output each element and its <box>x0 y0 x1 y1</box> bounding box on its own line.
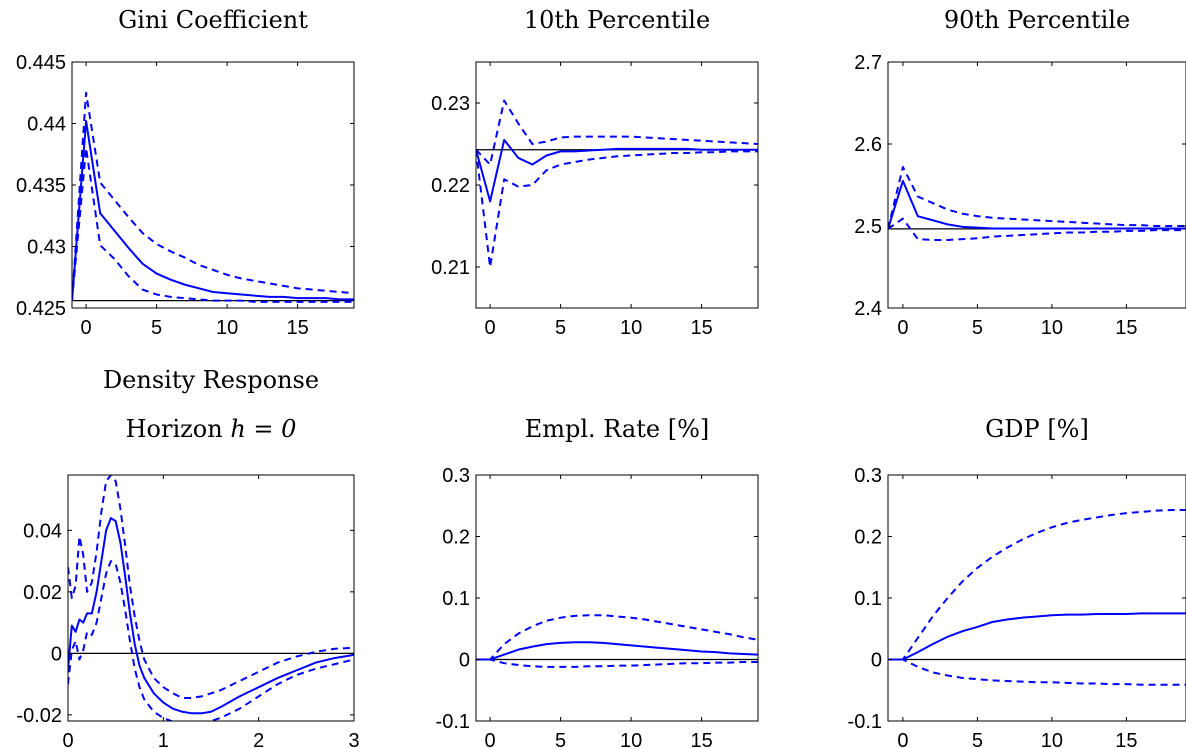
chart-title: Density Response <box>103 366 319 394</box>
x-tick-label: 5 <box>555 730 566 748</box>
x-tick-label: 15 <box>690 730 712 748</box>
y-tick-label: 0.1 <box>442 588 470 610</box>
chart-title: Empl. Rate [%] <box>525 415 710 443</box>
x-tick-label: 10 <box>216 317 238 339</box>
y-tick-label: 0.1 <box>854 588 882 610</box>
confidence-band-line-1 <box>68 475 354 699</box>
x-tick-label: 10 <box>1041 317 1063 339</box>
chart-title: GDP [%] <box>985 415 1089 443</box>
x-tick-label: 0 <box>81 317 92 339</box>
subtitle-prefix: Horizon <box>126 415 231 443</box>
subtitle-math: h = 0 <box>230 415 296 443</box>
y-tick-label: 0.23 <box>431 93 470 115</box>
plot-frame <box>887 61 1186 309</box>
x-tick-label: 10 <box>620 730 642 748</box>
y-tick-label: 0.04 <box>23 520 62 542</box>
chart-title: 90th Percentile <box>944 6 1130 34</box>
response-line-0 <box>888 612 1186 661</box>
y-tick-label: 0.445 <box>16 52 66 74</box>
y-tick-label: 0.435 <box>16 175 66 197</box>
y-tick-label: 0.43 <box>27 237 66 259</box>
p90-panel: 90th Percentile 0 5 10 15 2.4 2.5 2.6 2.7 <box>854 6 1186 339</box>
gini-panel: Gini Coefficient 0 5 10 15 0.425 0.43 0.435 0.44… <box>16 6 355 339</box>
x-tick-label: 5 <box>555 317 566 339</box>
x-tick-label: 0 <box>897 730 908 748</box>
confidence-band-line-1 <box>888 165 1186 230</box>
x-tick-label: 10 <box>1041 730 1063 748</box>
y-tick-label: 0.21 <box>431 257 470 279</box>
x-tick-label: 0 <box>485 730 496 748</box>
y-tick-label: 0.2 <box>854 527 882 549</box>
confidence-band-line-1 <box>72 91 354 301</box>
y-tick-label: 0.02 <box>23 582 62 604</box>
plot-frame <box>71 61 355 309</box>
confidence-band-line-2 <box>888 217 1186 241</box>
chart-subtitle: Horizon h = 0 <box>126 415 297 443</box>
y-tick-label: 0.22 <box>431 175 470 197</box>
response-line-0 <box>476 641 758 661</box>
x-tick-label: 15 <box>1115 317 1137 339</box>
x-tick-label: 0 <box>485 317 496 339</box>
y-tick-label: -0.02 <box>16 705 62 727</box>
x-tick-label: 15 <box>690 317 712 339</box>
plot-frame <box>67 474 355 722</box>
confidence-band-line-2 <box>476 149 758 268</box>
y-tick-label: 2.6 <box>854 134 882 156</box>
y-tick-label: 2.4 <box>854 298 882 320</box>
confidence-band-line-1 <box>888 509 1186 661</box>
y-tick-label: 0 <box>51 643 62 665</box>
p10-panel: 10th Percentile 0 5 10 15 0.21 0.22 0.23 <box>431 6 759 339</box>
y-tick-label: 0.425 <box>16 298 66 320</box>
y-tick-label: 0 <box>459 650 470 672</box>
response-line-0 <box>68 517 354 715</box>
confidence-band-line-2 <box>888 658 1186 686</box>
x-tick-label: 3 <box>348 730 359 748</box>
x-tick-label: 5 <box>151 317 162 339</box>
confidence-band-line-2 <box>68 560 354 721</box>
plot-frame <box>475 61 759 309</box>
confidence-band-line-2 <box>476 658 758 668</box>
confidence-band-line-2 <box>72 147 354 303</box>
x-tick-label: 1 <box>158 730 169 748</box>
response-line-0 <box>888 179 1186 230</box>
y-tick-label: -0.1 <box>848 711 882 733</box>
y-tick-label: 0 <box>871 650 882 672</box>
x-tick-label: 5 <box>972 730 983 748</box>
y-tick-label: 0.44 <box>27 114 66 136</box>
chart-title: Gini Coefficient <box>118 6 308 34</box>
x-tick-label: 5 <box>972 317 983 339</box>
response-line-0 <box>72 120 354 301</box>
y-tick-label: 2.5 <box>854 216 882 238</box>
x-tick-label: 2 <box>253 730 264 748</box>
y-tick-label: -0.1 <box>436 711 470 733</box>
gdp-panel: GDP [%] 0 5 10 15 -0.1 0 0.1 0.2 0.3 <box>848 415 1186 748</box>
y-tick-label: 0.2 <box>442 527 470 549</box>
plot-frame <box>475 474 759 722</box>
x-tick-label: 0 <box>62 730 73 748</box>
empl-panel: Empl. Rate [%] 0 5 10 15 -0.1 0 0.1 0.2 0.3 <box>436 415 759 748</box>
x-tick-label: 10 <box>620 317 642 339</box>
x-tick-label: 0 <box>897 317 908 339</box>
y-tick-label: 2.7 <box>854 52 882 74</box>
y-tick-label: 0.3 <box>854 465 882 487</box>
x-tick-label: 15 <box>1115 730 1137 748</box>
confidence-band-line-1 <box>476 99 758 166</box>
response-line-0 <box>476 138 758 203</box>
y-tick-label: 0.3 <box>442 465 470 487</box>
x-tick-label: 15 <box>286 317 308 339</box>
chart-title: 10th Percentile <box>524 6 710 34</box>
